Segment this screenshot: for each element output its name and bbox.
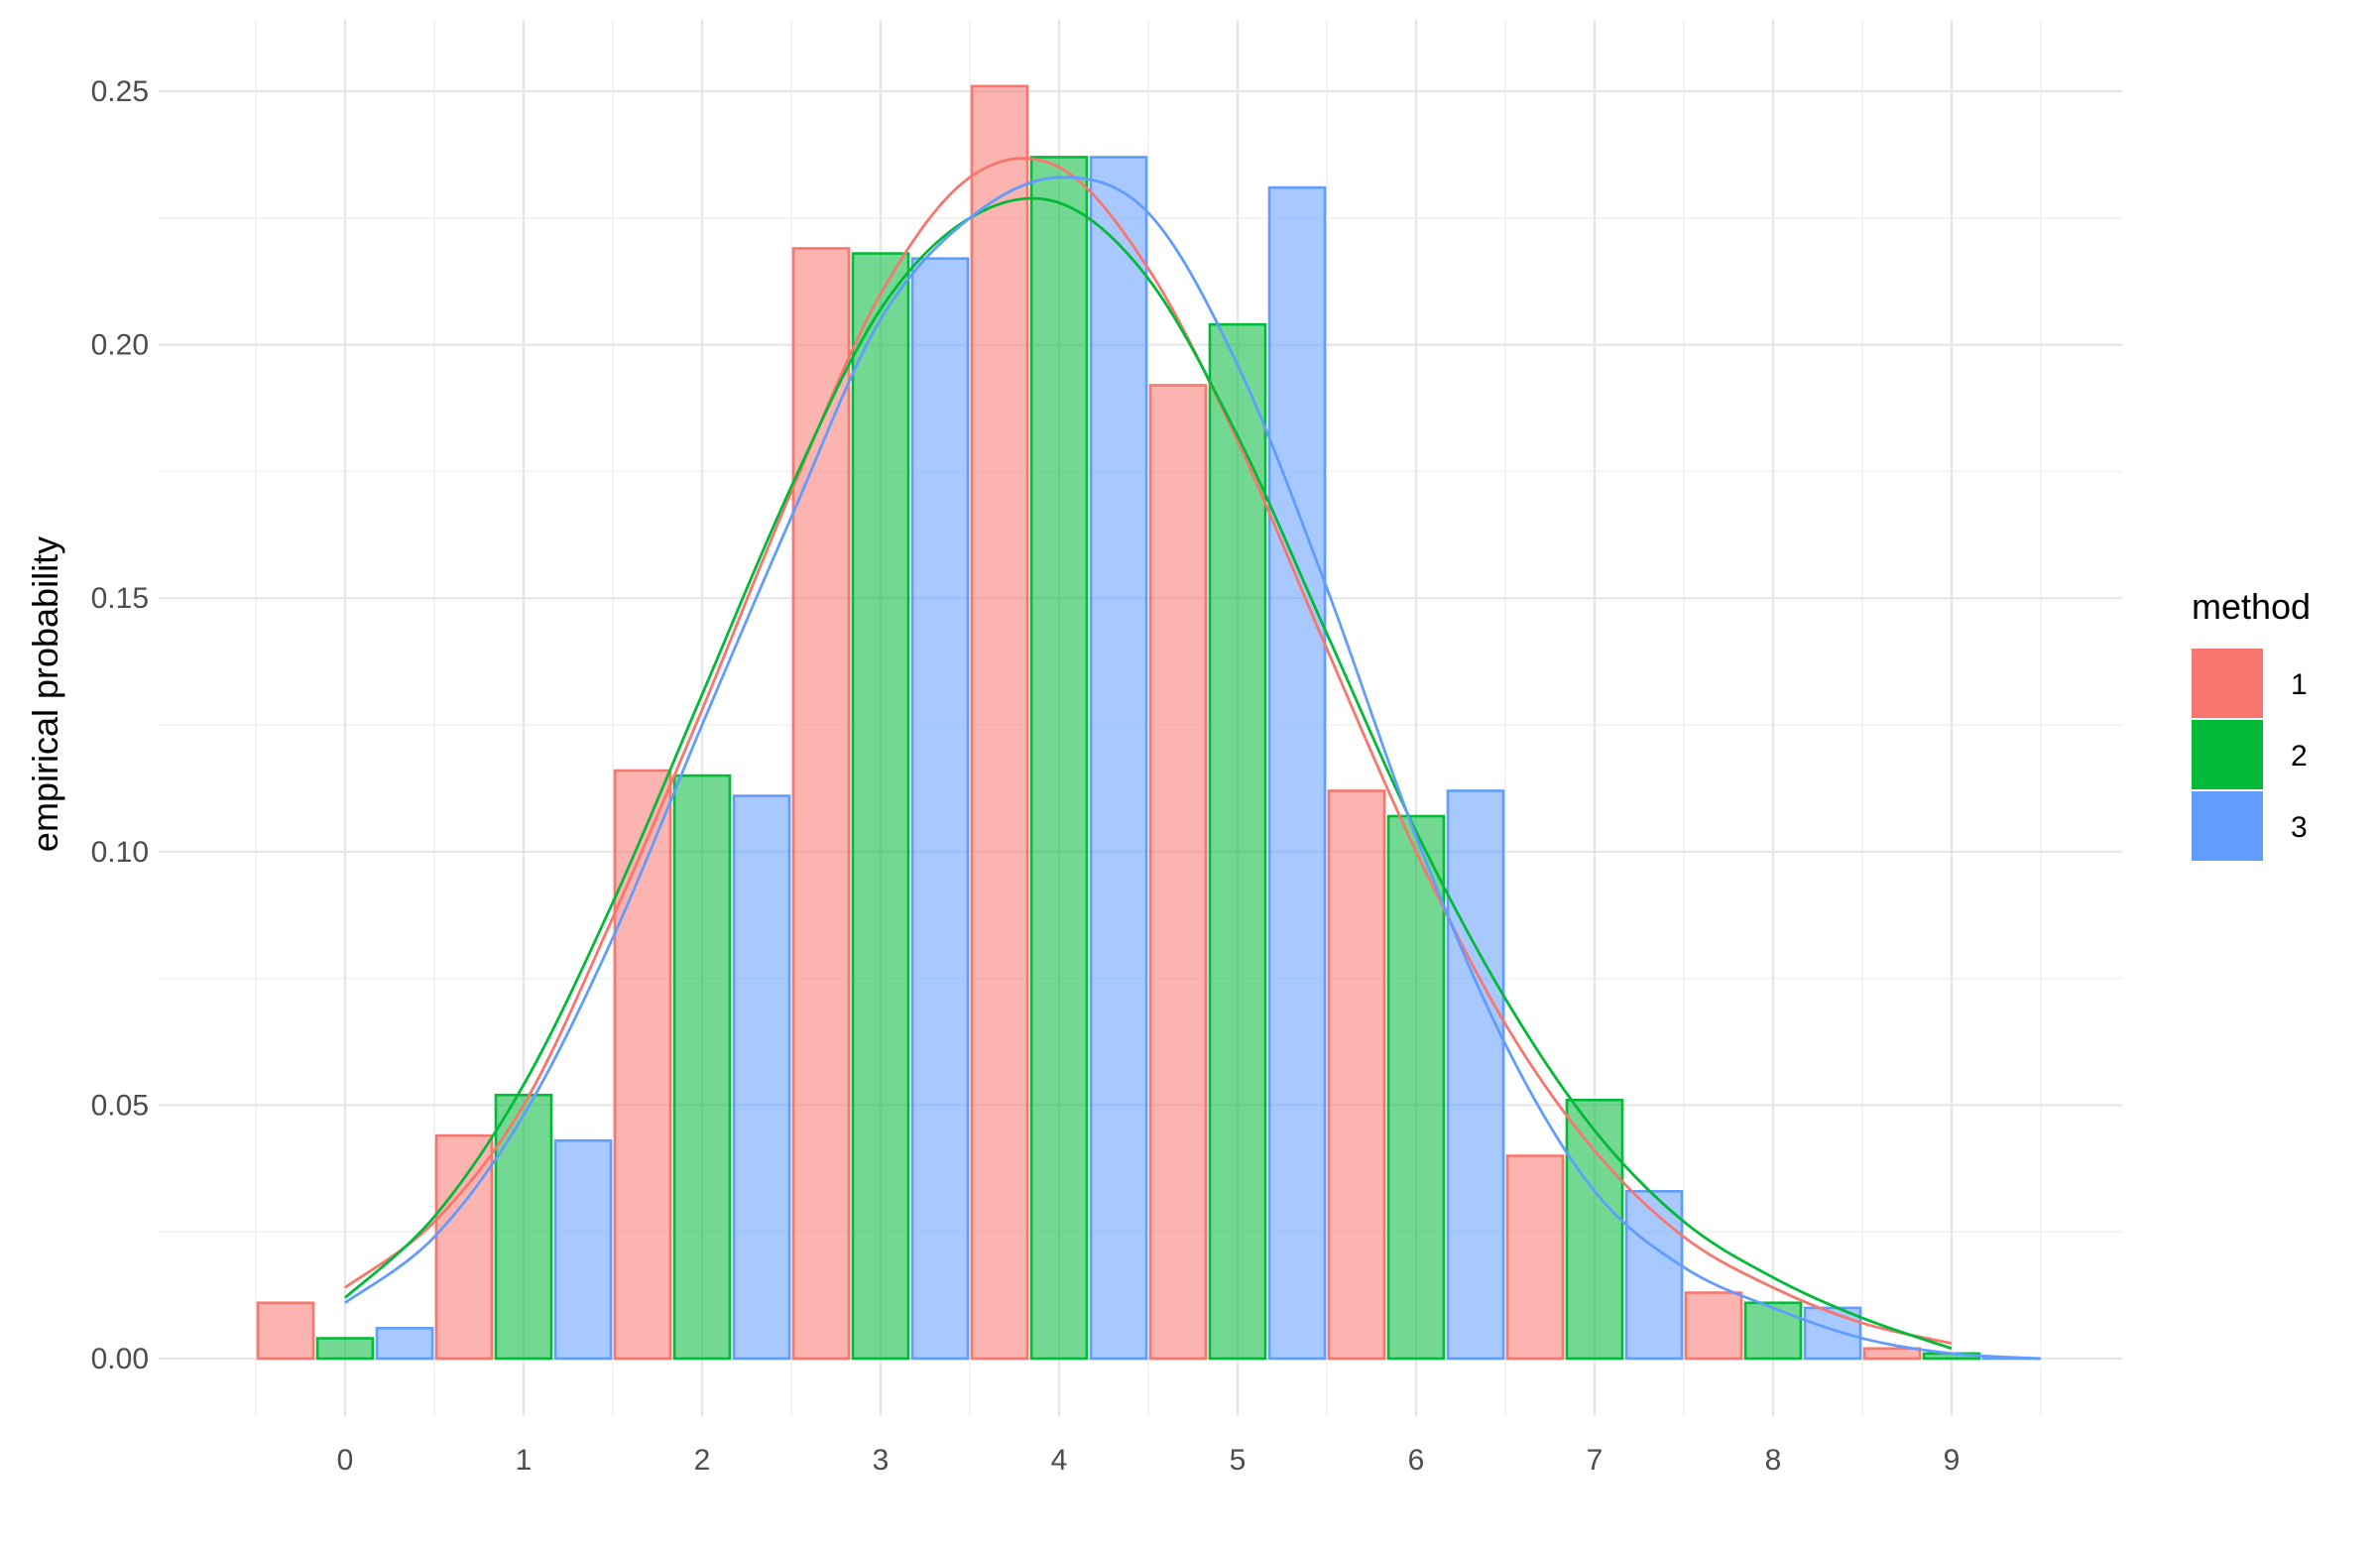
- x-tick-label: 5: [1230, 1444, 1247, 1477]
- x-tick-label: 1: [516, 1444, 533, 1477]
- bar-method-2-x2: [672, 774, 732, 1361]
- y-tick-label: 0.25: [91, 75, 149, 108]
- y-tick-label: 0.05: [91, 1089, 149, 1122]
- bar-method-1-x7: [1505, 1154, 1565, 1361]
- bar-method-2-x8: [1743, 1301, 1803, 1361]
- y-axis-ticks: 0.00 0.05 0.10 0.15 0.20 0.25: [91, 75, 149, 1375]
- density-curve-method-1: [344, 157, 1953, 1346]
- legend-key-method-3: [2192, 791, 2263, 861]
- bar-method-3-x0: [375, 1327, 434, 1361]
- x-tick-label: 2: [694, 1444, 711, 1477]
- legend: method 1 2 3: [2192, 586, 2311, 861]
- legend-key-method-1: [2192, 649, 2263, 718]
- bar-method-3-x6: [1446, 789, 1505, 1361]
- x-tick-label: 9: [1944, 1444, 1961, 1477]
- bar-method-1-x4: [970, 84, 1029, 1361]
- bar-method-1-x6: [1327, 789, 1386, 1361]
- y-axis-title: empirical probability: [25, 536, 65, 852]
- bar-method-3-x1: [553, 1138, 613, 1361]
- bar-method-1-x3: [791, 247, 851, 1361]
- y-tick-label: 0.10: [91, 836, 149, 869]
- bars: [256, 84, 2041, 1361]
- legend-label-method-1: 1: [2291, 668, 2308, 701]
- bar-method-3-x5: [1267, 185, 1327, 1361]
- y-tick-label: 0.20: [91, 329, 149, 362]
- bar-method-2-x3: [851, 252, 910, 1361]
- x-tick-label: 6: [1408, 1444, 1425, 1477]
- bar-method-3-x8: [1803, 1306, 1862, 1361]
- x-axis-ticks: 0 1 2 3 4 5 6 7 8 9: [337, 1444, 1961, 1477]
- x-tick-label: 7: [1587, 1444, 1604, 1477]
- legend-label-method-3: 3: [2291, 811, 2308, 844]
- density-curves: [344, 157, 2042, 1361]
- x-tick-label: 4: [1051, 1444, 1068, 1477]
- bar-method-3-x3: [910, 257, 970, 1361]
- density-curve-method-2: [344, 196, 1953, 1351]
- bar-method-1-x1: [434, 1133, 494, 1361]
- bar-method-2-x1: [494, 1093, 553, 1361]
- x-tick-label: 0: [337, 1444, 354, 1477]
- bar-method-3-x7: [1624, 1190, 1684, 1361]
- legend-label-method-2: 2: [2291, 740, 2308, 773]
- x-tick-label: 8: [1765, 1444, 1782, 1477]
- bar-method-1-x8: [1684, 1291, 1743, 1361]
- density-curve-method-3: [344, 176, 2042, 1361]
- bar-method-2-x4: [1029, 156, 1089, 1361]
- bar-method-3-x4: [1089, 156, 1148, 1361]
- y-tick-label: 0.15: [91, 582, 149, 615]
- bar-method-2-x5: [1208, 322, 1267, 1361]
- bar-method-2-x6: [1386, 814, 1446, 1361]
- bar-method-2-x7: [1565, 1098, 1624, 1361]
- bar-method-1-x5: [1148, 384, 1208, 1361]
- x-tick-label: 3: [873, 1444, 890, 1477]
- bar-method-3-x2: [732, 794, 791, 1361]
- bar-method-2-x0: [315, 1337, 375, 1361]
- y-tick-label: 0.00: [91, 1343, 149, 1375]
- legend-key-method-2: [2192, 720, 2263, 789]
- bar-method-1-x9: [1862, 1347, 1922, 1361]
- bar-method-1-x0: [256, 1301, 315, 1361]
- legend-title: method: [2192, 586, 2311, 627]
- bar-method-1-x2: [613, 769, 672, 1361]
